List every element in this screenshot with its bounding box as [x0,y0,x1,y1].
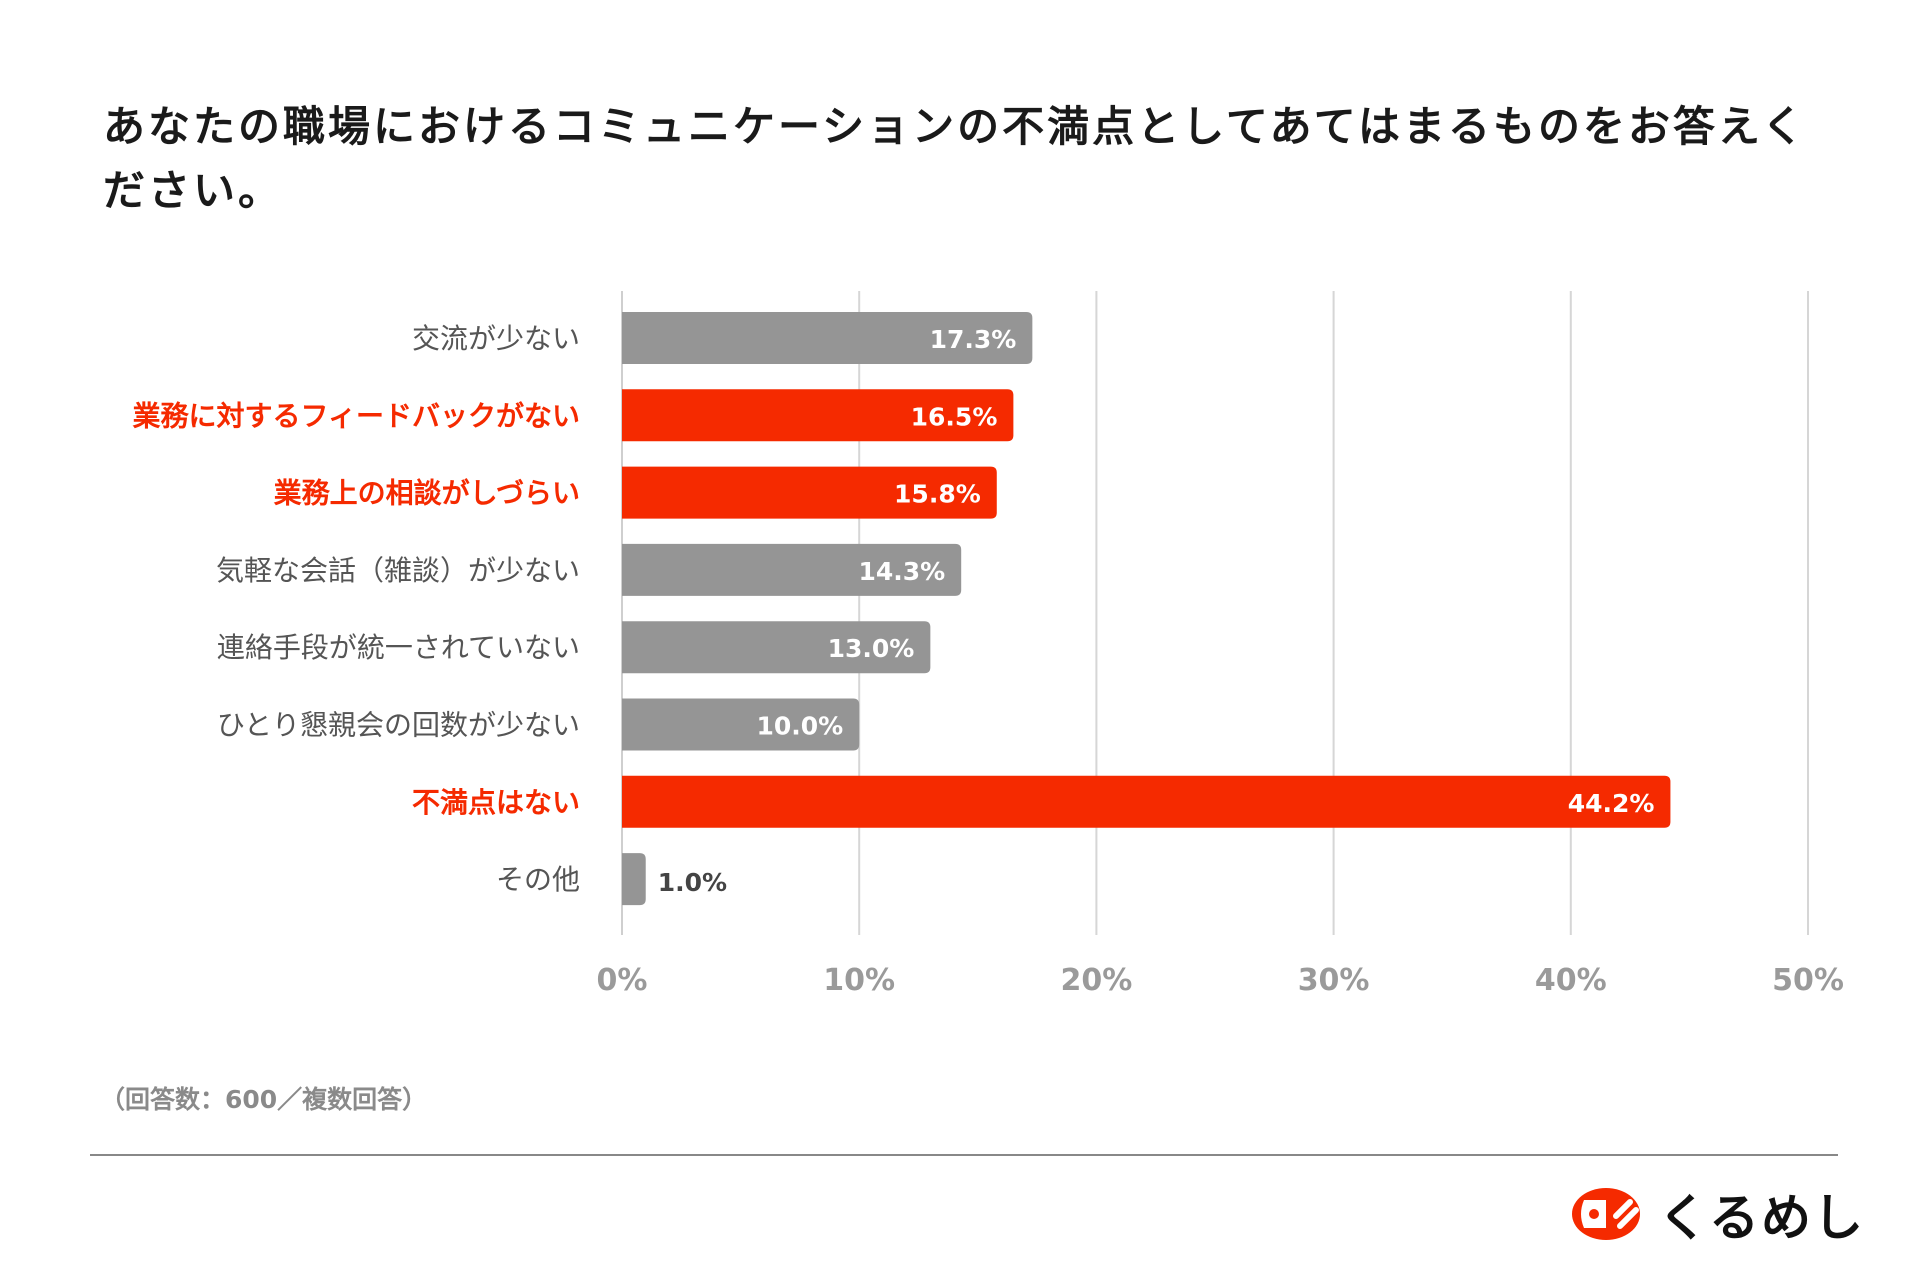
bar-chart: 0% 10% 20% 30% 40% 50% 交流が少ない 17.3% 業務に対するフィードバッ… [133,291,1844,998]
x-tick-label: 10% [823,963,895,998]
category-label: 交流が少ない [412,322,580,355]
data-label: 16.5% [911,402,998,431]
logo-icon [1572,1188,1640,1240]
x-tick-label: 20% [1060,963,1132,998]
category-label: その他 [496,863,580,896]
data-label: 14.3% [858,557,945,586]
category-label: 業務に対するフィードバックがない [133,399,580,432]
category-label: 業務上の相談がしづらい [274,477,580,510]
data-label: 13.0% [828,634,915,663]
chart-title: あなたの職場におけるコミュニケーションの不満点としてあてはまるものをお答えくださ… [103,102,1807,215]
bar [622,466,997,519]
x-tick-label: 30% [1298,963,1370,998]
category-label: 気軽な会話（雑談）が少ない [216,554,580,587]
x-tick-label: 0% [597,963,648,998]
bar [622,389,1014,442]
bar [622,853,646,906]
x-tick-label: 50% [1772,963,1844,998]
bar [622,621,931,674]
data-label: 10.0% [756,712,843,741]
data-label: 44.2% [1568,789,1655,818]
bar [622,543,962,596]
footnote: （回答数：600／複数回答） [100,1085,428,1114]
category-label: ひとり懇親会の回数が少ない [217,709,580,742]
data-label: 17.3% [930,325,1017,354]
logo-text: くるめし [1658,1189,1865,1247]
category-label: 連絡手段が統一されていない [217,631,580,664]
brand-logo: くるめし [1572,1178,1865,1250]
x-tick-label: 40% [1535,963,1607,998]
data-label: 15.8% [894,480,981,509]
divider [90,1154,1838,1156]
bar [622,698,860,751]
bar [622,312,1033,364]
bar [622,775,1671,828]
category-label: 不満点はない [412,786,580,819]
data-label: 1.0% [658,868,727,897]
